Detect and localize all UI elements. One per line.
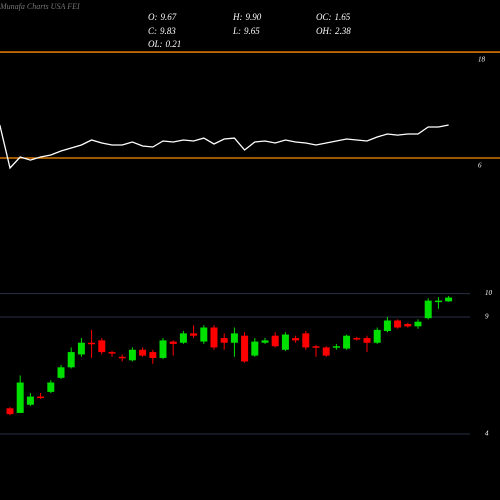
candle-body [322, 347, 330, 356]
candle-body [271, 335, 279, 347]
candle-body [179, 333, 187, 343]
candle-body [139, 349, 147, 356]
stat-label: OC: [316, 12, 332, 22]
candle-body [220, 338, 228, 343]
candle-body [88, 342, 96, 345]
candle-body [37, 396, 45, 399]
candle-body [424, 300, 432, 319]
candle-body [353, 338, 361, 340]
candle-body [363, 338, 371, 343]
candle-body [210, 327, 218, 348]
stat-value: 9.67 [161, 12, 177, 22]
y-tick-label: 4 [485, 430, 489, 438]
candle-body [414, 321, 422, 327]
candle-body [149, 352, 157, 358]
candle-body [434, 300, 442, 303]
y-tick-label: 10 [485, 289, 493, 297]
candle-body [292, 338, 300, 341]
candle-body [159, 340, 167, 358]
stat-label: C: [148, 26, 157, 36]
stat-value: 9.90 [246, 12, 262, 22]
stat-label: L: [232, 26, 241, 36]
stat-value: 1.65 [335, 12, 351, 22]
stat-value: 9.65 [244, 26, 260, 36]
stat-label: OL: [148, 39, 163, 49]
stat-value: 2.38 [335, 26, 351, 36]
y-tick-label: 9 [485, 313, 489, 321]
candle-body [108, 352, 116, 354]
stat-label: O: [148, 12, 158, 22]
candle-body [118, 356, 126, 359]
candle-body [383, 320, 391, 332]
candle-body [98, 340, 106, 353]
candle-body [312, 346, 320, 348]
candle-body [26, 396, 34, 405]
chart-title: Munafa Charts USA FEI [0, 2, 80, 11]
candle-body [445, 297, 453, 302]
y-tick-label: 6 [478, 162, 482, 170]
y-tick-label: 18 [478, 56, 486, 64]
candle-body [77, 342, 85, 355]
candle-body [251, 341, 259, 356]
candle-body [128, 349, 136, 361]
candle-body [200, 327, 208, 342]
stat-value: 0.21 [166, 39, 182, 49]
candle-body [57, 367, 65, 378]
candle-body [404, 324, 412, 327]
candle-body [332, 346, 340, 348]
candle-body [343, 335, 351, 349]
candle-body [190, 333, 198, 336]
candle-body [230, 333, 238, 343]
stat-label: H: [232, 12, 243, 22]
stat-label: OH: [316, 26, 332, 36]
candle-body [6, 408, 14, 415]
candle-body [16, 382, 24, 413]
candle-body [67, 352, 75, 368]
candle-body [261, 340, 269, 343]
candle-body [47, 382, 55, 392]
candle-body [394, 320, 402, 328]
candle-body [302, 333, 310, 348]
indicator-line [0, 124, 449, 170]
candle-body [241, 335, 249, 362]
candle-body [169, 341, 177, 344]
candle-body [373, 329, 381, 343]
stat-value: 9.83 [160, 26, 176, 36]
candle-body [281, 334, 289, 350]
